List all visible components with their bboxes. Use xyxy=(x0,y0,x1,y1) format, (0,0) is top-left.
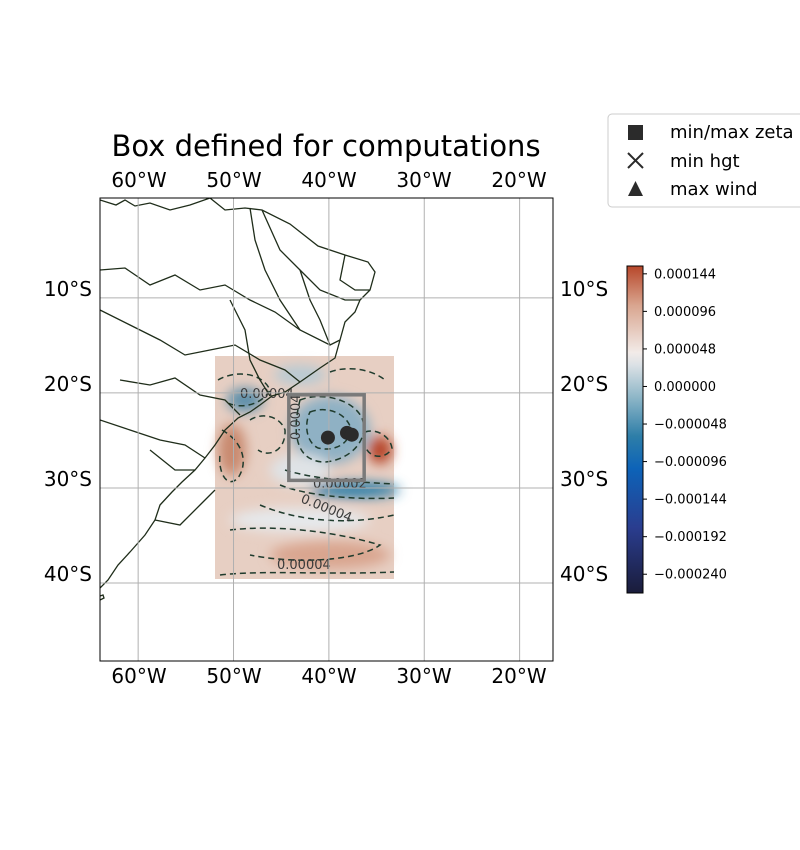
coastlines xyxy=(100,198,376,601)
colorbar: 0.000144 0.000096 0.000048 0.000000 −0.00004… xyxy=(626,265,727,594)
legend-triangle-marker xyxy=(628,181,643,196)
lat-tick-right: 40°S xyxy=(560,562,608,586)
colorbar-tick-label: 0.000144 xyxy=(654,267,716,282)
lon-tick-bottom: 40°W xyxy=(301,664,356,688)
zeta-marker xyxy=(320,430,335,445)
border-line xyxy=(100,419,206,459)
gridlines xyxy=(100,198,553,661)
contour-label: 0.00004 xyxy=(277,558,331,573)
legend-label: min hgt xyxy=(670,151,740,172)
field-blue-west xyxy=(227,388,263,412)
border-line xyxy=(261,209,360,301)
border-line xyxy=(229,299,271,397)
colorbar-tick-label: 0.000096 xyxy=(654,305,716,320)
contour-line xyxy=(329,367,386,381)
border-line xyxy=(339,254,370,291)
contour-lines xyxy=(217,367,395,576)
vorticity-field: 0.00004 0.0004 0.00002 0.00004 0.00004 xyxy=(215,356,400,579)
contour-line xyxy=(259,504,395,522)
border-line xyxy=(100,309,301,383)
colorbar-tick-label: 0.000000 xyxy=(654,380,716,395)
lon-tick-bottom: 60°W xyxy=(111,664,166,688)
field-red-east xyxy=(368,436,392,464)
lat-tick-left: 10°S xyxy=(44,277,92,301)
colorbar-tick-label: −0.000048 xyxy=(654,418,727,433)
field-blue-north xyxy=(274,365,326,385)
field-red-west xyxy=(218,424,246,476)
border-line xyxy=(100,267,341,346)
lon-tick-top: 30°W xyxy=(396,168,451,192)
lon-tick-bottom: 30°W xyxy=(396,664,451,688)
legend-square-marker xyxy=(628,125,643,140)
contour-line xyxy=(219,571,395,576)
contour-line xyxy=(295,395,365,463)
zeta-marker xyxy=(344,427,359,442)
contour-line xyxy=(279,484,395,500)
border-line xyxy=(119,377,241,416)
colorbar-tick-label: 0.000048 xyxy=(654,342,716,357)
colorbar-gradient xyxy=(626,265,644,594)
field-red-south xyxy=(270,541,390,569)
contour-label: 0.00004 xyxy=(240,387,294,402)
tick-labels: 60°W 50°W 40°W 30°W 20°W 60°W 50°W 40°W … xyxy=(44,168,608,688)
border-line xyxy=(154,489,216,526)
colorbar-ticks: 0.000144 0.000096 0.000048 0.000000 −0.00004… xyxy=(643,267,727,583)
chart-title: Box defined for computations xyxy=(111,129,540,163)
border-line xyxy=(299,269,331,346)
markers-layer xyxy=(320,425,359,445)
colorbar-tick-label: −0.000240 xyxy=(654,568,727,583)
contour-line xyxy=(218,429,244,483)
lat-tick-right: 10°S xyxy=(560,277,608,301)
lon-tick-bottom: 50°W xyxy=(206,664,261,688)
lon-tick-top: 40°W xyxy=(301,168,356,192)
lat-tick-left: 40°S xyxy=(44,562,92,586)
lat-tick-left: 30°S xyxy=(44,467,92,491)
contour-line xyxy=(217,373,271,407)
lat-tick-right: 20°S xyxy=(560,372,608,396)
contour-line xyxy=(305,408,351,450)
field-neutral-band xyxy=(270,454,330,486)
island xyxy=(100,594,105,601)
lat-tick-left: 20°S xyxy=(44,372,92,396)
colorbar-tick-label: −0.000096 xyxy=(654,455,727,470)
field-blue-jet xyxy=(310,482,400,498)
lon-tick-top: 20°W xyxy=(491,168,546,192)
legend-label: max wind xyxy=(670,179,758,200)
border-line xyxy=(249,207,301,331)
coastline xyxy=(100,198,376,589)
contour-label: 0.0004 xyxy=(289,395,304,441)
lon-tick-bottom: 20°W xyxy=(491,664,546,688)
colorbar-tick-label: −0.000144 xyxy=(654,493,727,508)
colorbar-tick-label: −0.000192 xyxy=(654,530,727,545)
lat-tick-right: 30°S xyxy=(560,467,608,491)
lon-tick-top: 50°W xyxy=(206,168,261,192)
contour-line xyxy=(249,415,286,454)
contour-line xyxy=(229,527,382,561)
legend: min/max zeta min hgt max wind xyxy=(607,113,800,208)
computation-box xyxy=(287,393,366,483)
legend-cross-marker xyxy=(627,152,644,169)
border-line xyxy=(149,449,195,471)
contour-line xyxy=(364,430,393,457)
legend-box xyxy=(607,113,800,208)
map-axes: 0.00004 0.0004 0.00002 0.00004 0.00004 xyxy=(99,197,554,662)
map-frame xyxy=(99,197,554,662)
legend-label: min/max zeta xyxy=(670,122,794,143)
lon-tick-top: 60°W xyxy=(111,168,166,192)
field-neutral-south xyxy=(230,508,370,532)
